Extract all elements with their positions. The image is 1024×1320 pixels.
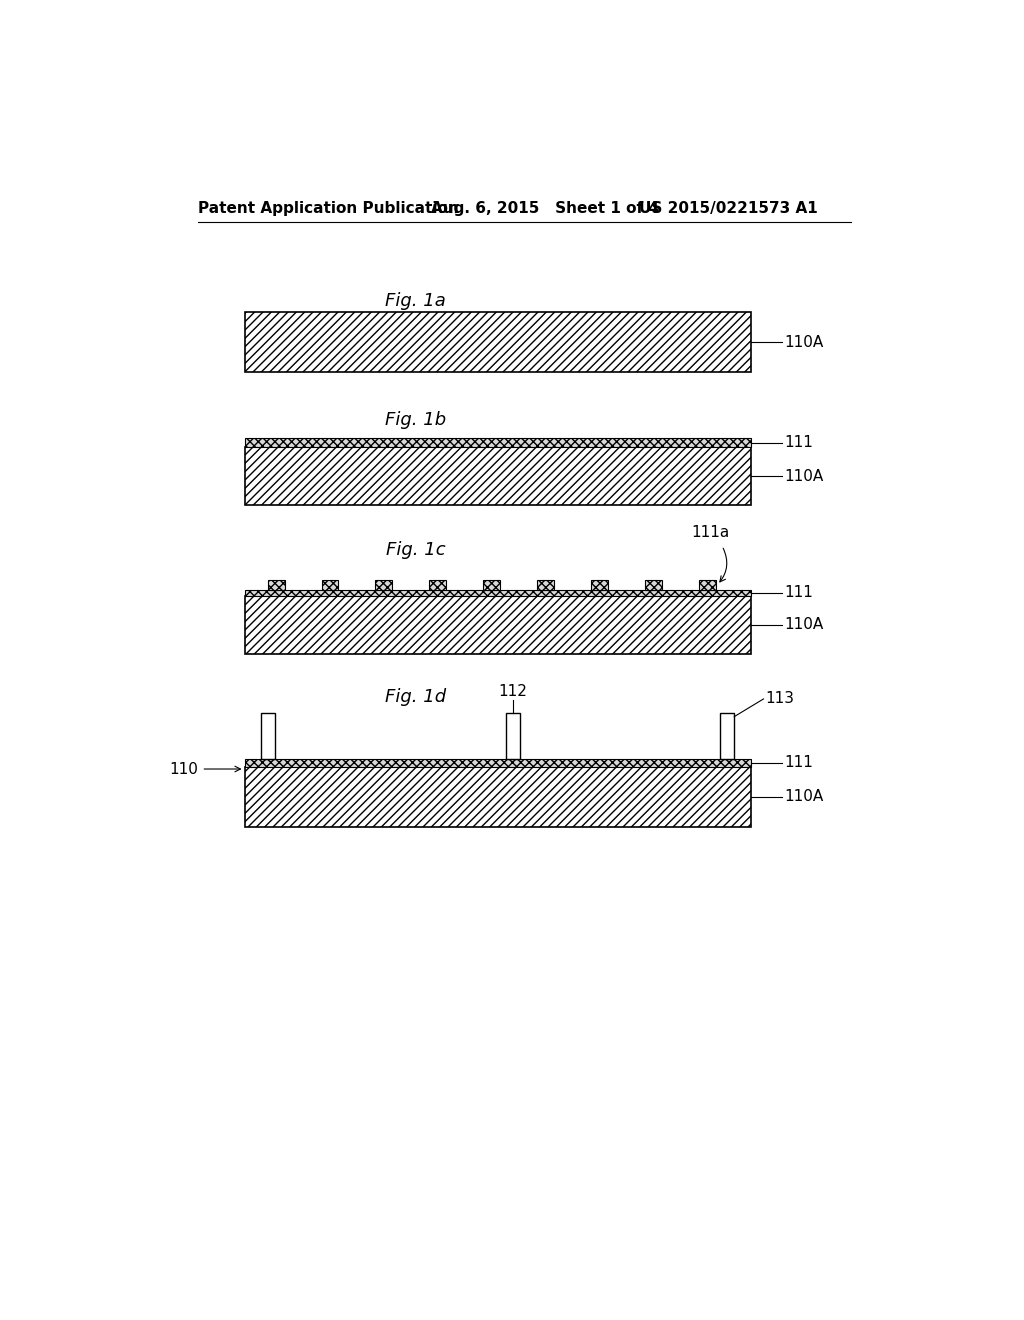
Text: 110A: 110A bbox=[784, 469, 823, 483]
Bar bbox=[245, 767, 752, 826]
Bar bbox=[245, 759, 752, 767]
Bar bbox=[245, 313, 752, 372]
Text: Fig. 1a: Fig. 1a bbox=[385, 292, 445, 310]
Bar bbox=[376, 581, 392, 590]
Bar bbox=[245, 438, 752, 447]
Bar bbox=[261, 713, 275, 759]
Text: 113: 113 bbox=[766, 692, 795, 706]
Text: Aug. 6, 2015   Sheet 1 of 4: Aug. 6, 2015 Sheet 1 of 4 bbox=[431, 201, 658, 216]
Bar bbox=[538, 581, 554, 590]
Text: 110: 110 bbox=[169, 762, 199, 776]
Bar bbox=[591, 581, 608, 590]
Bar bbox=[720, 713, 734, 759]
Text: 110A: 110A bbox=[784, 789, 823, 804]
Bar bbox=[429, 581, 446, 590]
Bar bbox=[506, 713, 520, 759]
Text: Patent Application Publication: Patent Application Publication bbox=[199, 201, 459, 216]
Text: Fig. 1d: Fig. 1d bbox=[385, 689, 446, 706]
Bar bbox=[322, 581, 339, 590]
Text: 111: 111 bbox=[784, 436, 813, 450]
Text: 110A: 110A bbox=[784, 335, 823, 350]
Bar bbox=[245, 590, 752, 595]
Text: US 2015/0221573 A1: US 2015/0221573 A1 bbox=[639, 201, 817, 216]
Text: 112: 112 bbox=[499, 684, 527, 700]
Bar bbox=[645, 581, 662, 590]
Text: 111: 111 bbox=[784, 585, 813, 601]
Bar bbox=[245, 447, 752, 506]
Bar bbox=[698, 581, 716, 590]
Text: 111: 111 bbox=[784, 755, 813, 771]
Text: Fig. 1c: Fig. 1c bbox=[386, 541, 445, 558]
Bar bbox=[245, 595, 752, 653]
Bar bbox=[267, 581, 285, 590]
Text: 110A: 110A bbox=[784, 618, 823, 632]
Text: Fig. 1b: Fig. 1b bbox=[385, 412, 446, 429]
Bar bbox=[483, 581, 500, 590]
Text: 111a: 111a bbox=[691, 525, 729, 540]
